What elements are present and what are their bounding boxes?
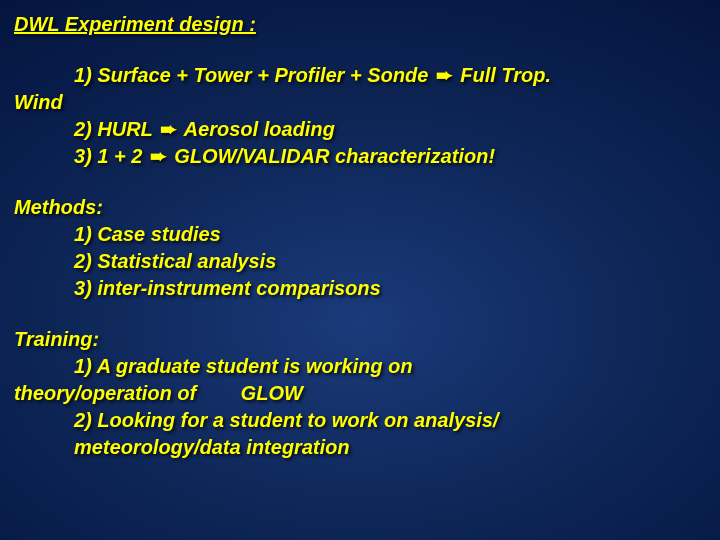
training-item-1b: theory/operation of GLOW	[14, 381, 704, 408]
methods-item-2: 2) Statistical analysis	[14, 249, 704, 276]
slide-title: DWL Experiment design :	[14, 12, 704, 39]
design-item-3-pre: 3) 1 + 2	[74, 146, 148, 168]
slide-container: DWL Experiment design : 1) Surface + Tow…	[0, 0, 720, 498]
training-item-1a: 1) A graduate student is working on	[14, 354, 704, 381]
training-block: Training: 1) A graduate student is worki…	[14, 327, 704, 462]
arrow-icon: ➨	[158, 117, 179, 144]
arrow-icon: ➨	[434, 63, 455, 90]
training-heading: Training:	[14, 327, 704, 354]
methods-item-1: 1) Case studies	[14, 222, 704, 249]
design-item-1: 1) Surface + Tower + Profiler + Sonde ➨ …	[14, 63, 704, 90]
arrow-icon: ➨	[148, 144, 169, 171]
training-item-2a: 2) Looking for a student to work on anal…	[14, 408, 704, 435]
design-item-1-pre: 1) Surface + Tower + Profiler + Sonde	[74, 65, 434, 87]
design-item-2: 2) HURL ➨ Aerosol loading	[14, 117, 704, 144]
design-item-2-post: Aerosol loading	[179, 119, 335, 141]
design-item-3-post: GLOW/VALIDAR characterization!	[169, 146, 495, 168]
design-item-1-wrap: Wind	[14, 90, 704, 117]
methods-block: Methods: 1) Case studies 2) Statistical …	[14, 195, 704, 303]
design-block: 1) Surface + Tower + Profiler + Sonde ➨ …	[14, 63, 704, 171]
training-item-2b: meteorology/data integration	[14, 435, 704, 462]
design-item-1-post: Full Trop.	[455, 65, 551, 87]
methods-item-3: 3) inter-instrument comparisons	[14, 276, 704, 303]
design-item-3: 3) 1 + 2 ➨ GLOW/VALIDAR characterization…	[14, 144, 704, 171]
design-item-2-pre: 2) HURL	[74, 119, 158, 141]
methods-heading: Methods:	[14, 195, 704, 222]
